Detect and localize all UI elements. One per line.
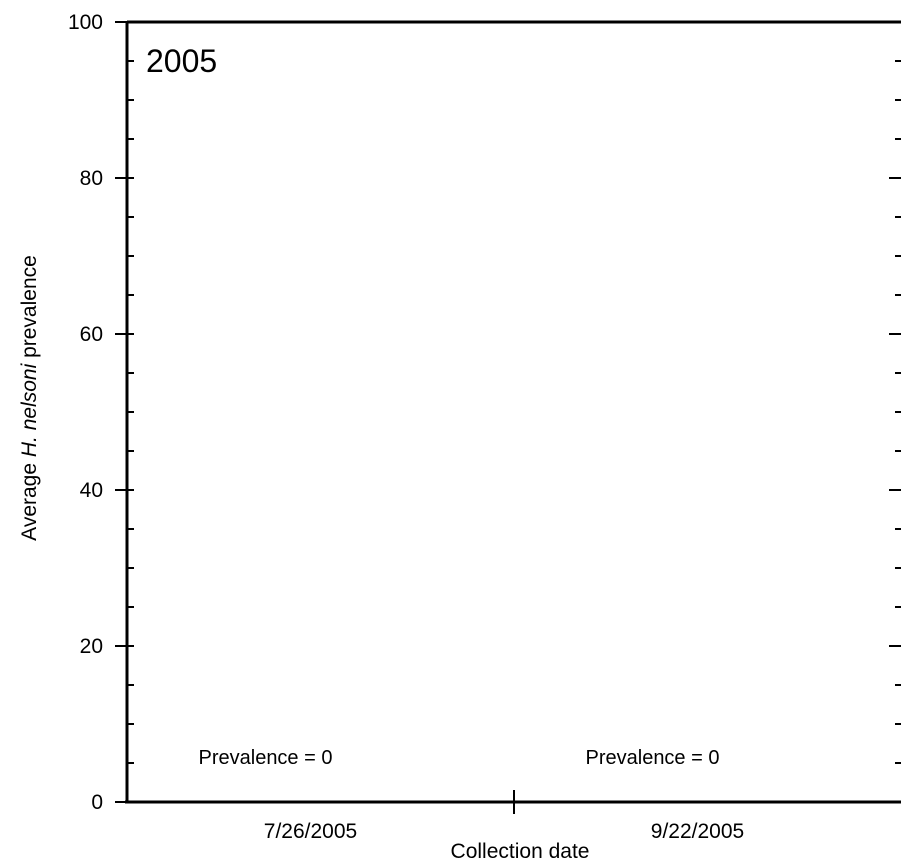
y-axis-title-part2: prevalence [18, 255, 41, 364]
y-tick-label: 60 [80, 323, 103, 346]
x-tick-label: 9/22/2005 [651, 820, 744, 843]
y-tick-label: 80 [80, 167, 103, 190]
panel-label: 2005 [146, 43, 217, 79]
bar-annotation: Prevalence = 0 [199, 747, 333, 769]
y-tick-label: 0 [91, 791, 103, 814]
right-axis-ticks [889, 60, 901, 764]
y-axis-title: Average H. nelsoni prevalence [18, 255, 41, 541]
bar-annotation: Prevalence = 0 [586, 747, 720, 769]
y-axis-ticks [115, 21, 134, 803]
y-tick-label: 40 [80, 479, 103, 502]
y-axis-title-italic: H. nelsoni [18, 362, 41, 457]
x-axis-tick-labels: 7/26/2005 9/22/2005 [264, 820, 744, 843]
x-tick-label: 7/26/2005 [264, 820, 357, 843]
bar-annotations: Prevalence = 0 Prevalence = 0 [199, 747, 720, 769]
x-axis-title: Collection date [451, 840, 590, 863]
y-axis-tick-labels: 0 20 40 60 80 100 [68, 11, 103, 814]
y-axis-title-part1: Average [18, 457, 41, 541]
y-tick-label: 100 [68, 11, 103, 34]
y-tick-label: 20 [80, 635, 103, 658]
